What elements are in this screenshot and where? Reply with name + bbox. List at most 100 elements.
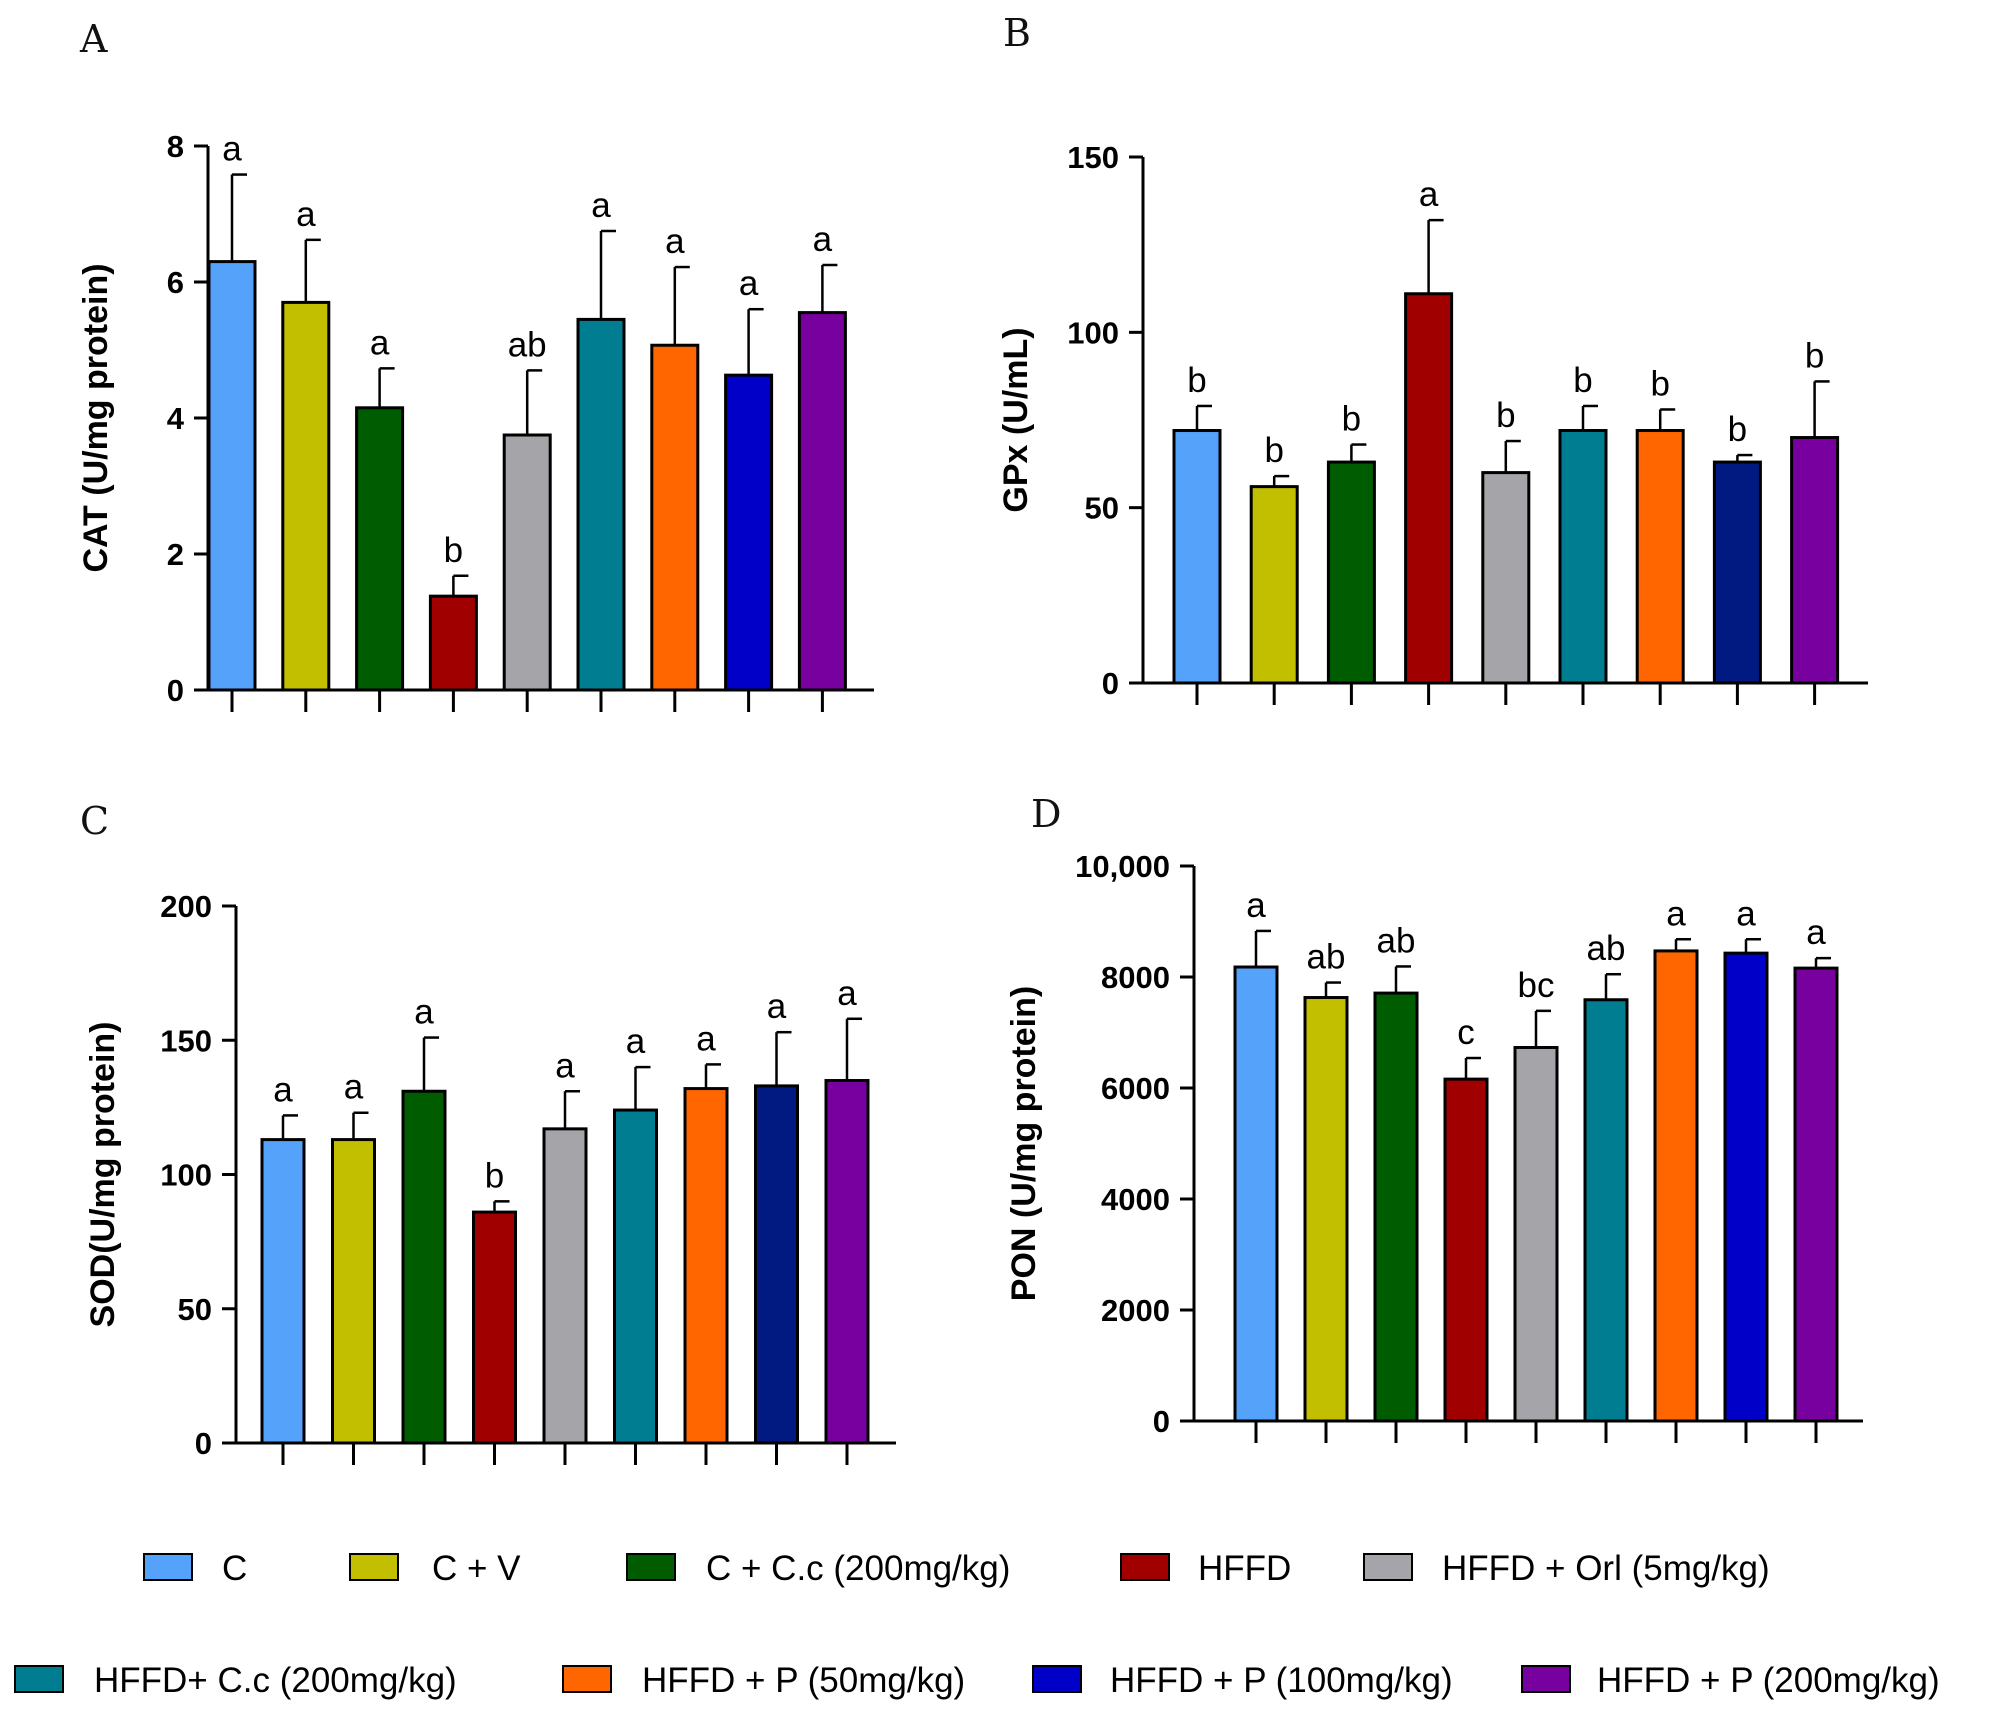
panel-d-bar <box>1303 996 1349 1423</box>
legend-label: C + C.c (200mg/kg) <box>706 1549 1010 1588</box>
panel-c-bar <box>824 1079 870 1445</box>
panel-d-bar <box>1723 951 1769 1423</box>
legend-label: C + V <box>432 1549 521 1588</box>
panel-d-y-axis-title: PON (U/mg protein) <box>1005 986 1043 1301</box>
panel-b-y-tick-label: 0 <box>1102 666 1119 701</box>
panel-a-y-tick-label: 2 <box>167 537 184 572</box>
panel-c-y-tick-label: 200 <box>160 889 212 924</box>
legend-swatch <box>626 1553 676 1581</box>
panel-d-significance-label: a <box>1806 913 1826 952</box>
legend-label: HFFD + Orl (5mg/kg) <box>1442 1549 1770 1588</box>
panel-c-significance-label: a <box>767 987 787 1026</box>
legend-label: C <box>222 1549 247 1588</box>
legend-label: HFFD + P (50mg/kg) <box>642 1661 965 1700</box>
panel-a-significance-label: b <box>444 531 463 570</box>
panel-c-bar <box>683 1087 729 1445</box>
panel-c-chart: C SOD(U/mg protein) 0 50 100 150 200 a a a b a a a a a <box>80 799 896 1465</box>
panel-c-bar <box>401 1089 447 1445</box>
panel-b-significance-label: b <box>1342 400 1361 439</box>
panel-b-y-tick-label: 150 <box>1067 140 1119 175</box>
panel-d-y-tick-label: 6000 <box>1101 1071 1170 1106</box>
panel-c-bar <box>260 1138 306 1445</box>
panel-a-significance-label: a <box>739 264 759 303</box>
panel-d-significance-label: a <box>1246 886 1266 925</box>
legend-item: C <box>143 1549 247 1588</box>
panel-b-bar <box>1481 471 1531 685</box>
legend: C C + V C + C.c (200mg/kg) HFFD HFFD + Orl (… <box>14 1549 1940 1700</box>
legend-item: HFFD + P (100mg/kg) <box>1032 1661 1453 1700</box>
panel-a-bar <box>355 406 405 692</box>
legend-item: HFFD+ C.c (200mg/kg) <box>14 1661 457 1700</box>
panel-d-bar <box>1793 966 1839 1423</box>
panel-c-letter: C <box>80 799 109 843</box>
panel-b-y-tick-label: 100 <box>1067 315 1119 350</box>
legend-swatch <box>143 1553 193 1581</box>
panel-a-bar <box>724 373 774 692</box>
legend-item: HFFD <box>1120 1549 1291 1588</box>
panel-d-chart: D PON (U/mg protein) 0 2000 4000 6000 8000 10,0… <box>1005 792 1863 1443</box>
panel-d-y-tick-label: 0 <box>1153 1404 1170 1439</box>
panel-a-significance-label: a <box>665 222 685 261</box>
panel-b-significance-label: b <box>1496 396 1515 435</box>
panel-c-significance-label: b <box>485 1156 504 1195</box>
panel-b-letter: B <box>1003 11 1031 55</box>
panel-d-bar <box>1233 965 1279 1423</box>
panel-c-bar <box>754 1084 799 1445</box>
panel-a-significance-label: a <box>222 130 242 169</box>
panel-b-bar <box>1790 436 1840 685</box>
panel-b-significance-label: b <box>1573 361 1592 400</box>
legend-swatch <box>1120 1553 1170 1581</box>
panel-b-bar <box>1326 460 1376 685</box>
panel-d-letter: D <box>1031 792 1061 836</box>
legend-label: HFFD + P (100mg/kg) <box>1110 1661 1453 1700</box>
panel-a-bar <box>797 311 847 692</box>
panel-d-significance-label: bc <box>1518 966 1555 1005</box>
panel-a-significance-label: a <box>591 186 611 225</box>
panel-d-significance-label: a <box>1736 894 1756 933</box>
panel-d-bar <box>1373 991 1419 1423</box>
legend-swatch <box>562 1665 612 1693</box>
panel-c-y-tick-label: 100 <box>160 1158 212 1193</box>
legend-item: C + C.c (200mg/kg) <box>626 1549 1010 1588</box>
panel-d-y-tick-label: 8000 <box>1101 960 1170 995</box>
panel-d-bar <box>1653 949 1699 1423</box>
panel-d-significance-label: a <box>1666 894 1686 933</box>
panel-b-significance-label: b <box>1650 364 1669 403</box>
panel-a-y-tick-label: 4 <box>167 401 185 436</box>
panel-c-y-tick-label: 150 <box>160 1023 212 1058</box>
panel-d-bar <box>1583 998 1629 1423</box>
panel-c-bar <box>331 1138 376 1445</box>
legend-item: HFFD + P (200mg/kg) <box>1521 1661 1940 1700</box>
legend-label: HFFD <box>1198 1549 1291 1588</box>
panel-a-significance-label: a <box>813 220 833 259</box>
panel-c-significance-label: a <box>414 993 434 1032</box>
panel-c-bar <box>472 1210 517 1445</box>
panel-a-y-tick-label: 0 <box>167 673 184 708</box>
panel-b-bar <box>1712 460 1762 685</box>
panel-b-significance-label: a <box>1419 175 1439 214</box>
panel-b-significance-label: b <box>1264 431 1283 470</box>
panel-b-significance-label: b <box>1728 410 1747 449</box>
panel-a-significance-label: ab <box>508 325 547 364</box>
panel-d-significance-label: c <box>1457 1013 1475 1052</box>
panel-c-significance-label: a <box>555 1046 575 1085</box>
legend-item: C + V <box>349 1549 521 1588</box>
panel-a-y-tick-label: 8 <box>167 129 184 164</box>
panel-a-bar <box>207 260 257 692</box>
panel-c-y-axis-title: SOD(U/mg protein) <box>84 1022 122 1328</box>
panel-a-letter: A <box>79 17 108 61</box>
panel-b-chart: B GPx (U/mL) 0 50 100 150 b b b a b b b b b <box>997 11 1868 705</box>
panel-a-bar <box>281 300 331 692</box>
panel-c-y-tick-label: 0 <box>195 1426 212 1461</box>
panel-c-significance-label: a <box>696 1019 716 1058</box>
panel-d-bar <box>1513 1045 1559 1423</box>
legend-swatch <box>14 1665 64 1693</box>
panel-c-significance-label: a <box>344 1068 364 1107</box>
panel-a-significance-label: a <box>296 195 316 234</box>
panel-b-bar <box>1558 429 1608 685</box>
panel-d-significance-label: ab <box>1307 938 1346 977</box>
legend-swatch <box>1363 1553 1413 1581</box>
panel-d-bar <box>1443 1077 1489 1423</box>
